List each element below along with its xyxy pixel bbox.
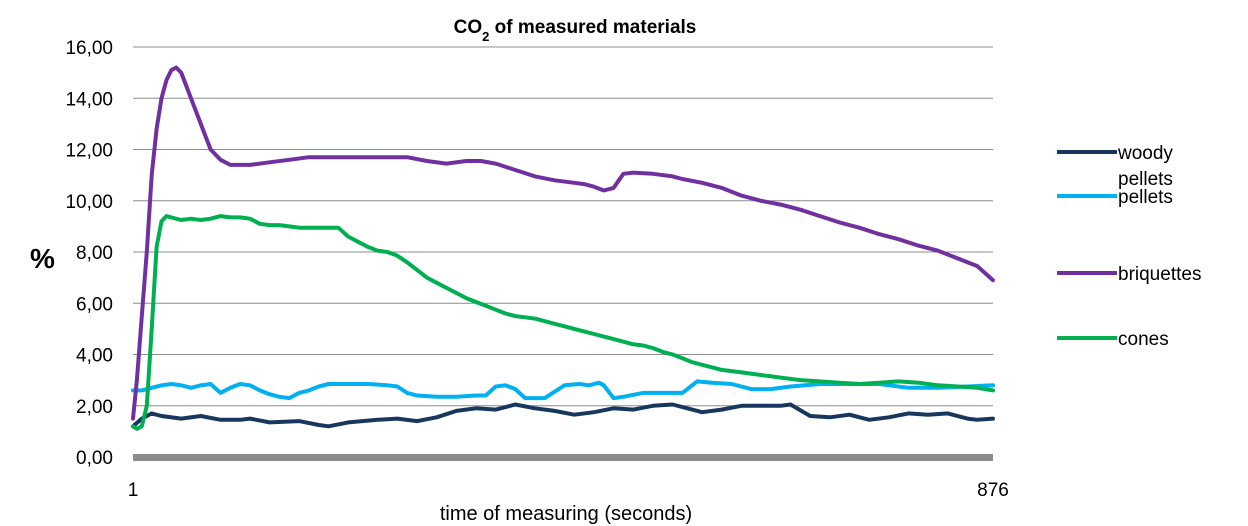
y-tick-label: 0,00 xyxy=(76,448,113,469)
legend-label: cones xyxy=(1118,329,1169,350)
legend-label: pellets xyxy=(1118,169,1173,190)
x-axis-label: time of measuring (seconds) xyxy=(440,503,692,525)
legend-label: briquettes xyxy=(1118,264,1201,285)
series-line-0 xyxy=(131,402,995,429)
series-line-1 xyxy=(131,379,995,401)
y-tick-label: 6,00 xyxy=(76,294,113,315)
chart-title: CO2 of measured materials xyxy=(454,17,697,44)
y-tick-label: 10,00 xyxy=(65,192,113,213)
x-tick-label: 876 xyxy=(977,480,1009,501)
y-axis-label: % xyxy=(30,243,55,274)
x-axis-tick-labels: 1 876 xyxy=(128,480,1009,501)
gridlines xyxy=(133,46,993,458)
legend-label: pellets xyxy=(1118,187,1173,208)
series-line-3 xyxy=(131,214,995,431)
y-tick-label: 12,00 xyxy=(65,141,113,162)
y-tick-label: 2,00 xyxy=(76,397,113,418)
y-axis-tick-labels: 0,00 2,00 4,00 6,00 8,00 10,00 12,00 14,00 16,00 xyxy=(65,38,113,469)
y-tick-label: 8,00 xyxy=(76,243,113,264)
y-tick-label: 4,00 xyxy=(76,346,113,367)
y-tick-label: 14,00 xyxy=(65,89,113,110)
y-tick-label: 16,00 xyxy=(65,38,113,59)
x-tick-label: 1 xyxy=(128,480,139,501)
legend-label: woody xyxy=(1117,143,1173,164)
series-line-2 xyxy=(131,65,995,421)
x-axis-baseline xyxy=(133,454,993,461)
series-lines xyxy=(131,65,995,431)
